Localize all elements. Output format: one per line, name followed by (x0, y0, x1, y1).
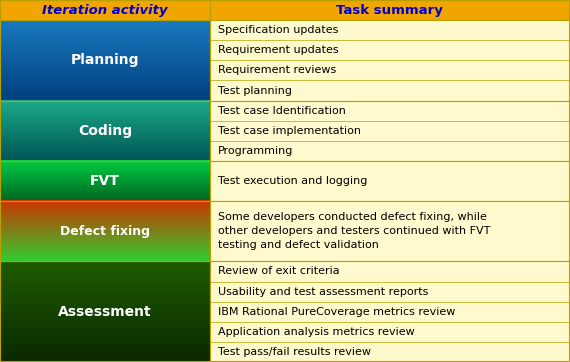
Text: Some developers conducted defect fixing, while
other developers and testers cont: Some developers conducted defect fixing,… (218, 212, 491, 250)
Text: Test pass/fail results review: Test pass/fail results review (218, 347, 371, 357)
Bar (0, 101, 210, 161)
Text: Application analysis metrics review: Application analysis metrics review (218, 327, 415, 337)
Text: IBM Rational PureCoverage metrics review: IBM Rational PureCoverage metrics review (218, 307, 455, 317)
Text: Task summary: Task summary (336, 4, 443, 17)
Text: Usability and test assessment reports: Usability and test assessment reports (218, 287, 429, 296)
Text: Review of exit criteria: Review of exit criteria (218, 266, 340, 277)
Bar (210, 0, 570, 20)
Text: Specification updates: Specification updates (218, 25, 339, 35)
Text: Test case Identification: Test case Identification (218, 106, 346, 115)
Text: FVT: FVT (90, 174, 120, 188)
Text: Iteration activity: Iteration activity (42, 4, 168, 17)
Text: Requirement updates: Requirement updates (218, 45, 339, 55)
Text: Coding: Coding (78, 124, 132, 138)
Bar (210, 261, 570, 362)
Text: Test planning: Test planning (218, 85, 292, 96)
Text: Planning: Planning (71, 53, 139, 67)
Bar (0, 201, 210, 261)
Bar (0, 0, 210, 20)
Bar (0, 161, 210, 201)
Text: Defect fixing: Defect fixing (60, 225, 150, 238)
Text: Test case implementation: Test case implementation (218, 126, 361, 136)
Text: Requirement reviews: Requirement reviews (218, 66, 336, 75)
Bar (210, 161, 570, 201)
Text: Assessment: Assessment (58, 305, 152, 319)
Bar (210, 201, 570, 261)
Bar (210, 20, 570, 101)
Bar (0, 20, 210, 101)
Bar (0, 261, 210, 362)
Text: Test execution and logging: Test execution and logging (218, 176, 368, 186)
Bar (210, 101, 570, 161)
Text: Programming: Programming (218, 146, 294, 156)
